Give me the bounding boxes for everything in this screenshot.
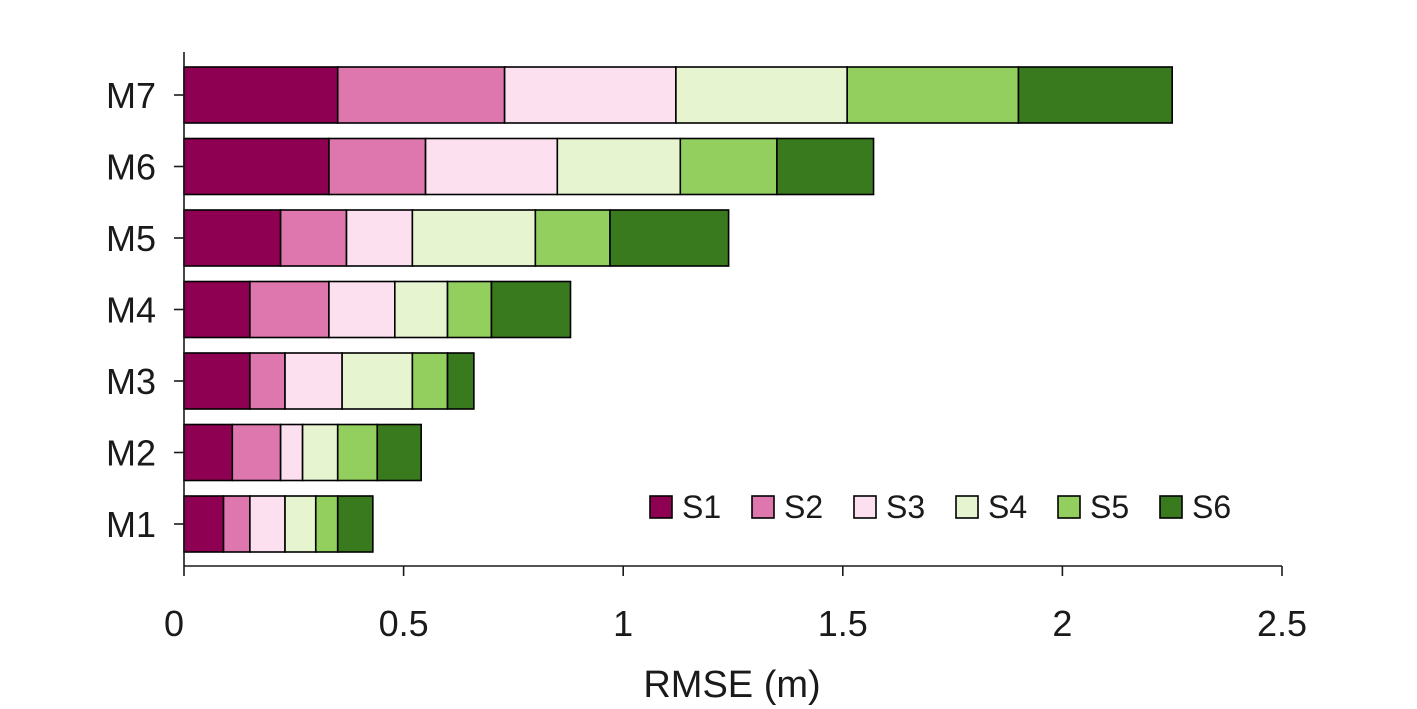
bar-m2-s2 — [231, 423, 282, 482]
bar-m5-s3 — [345, 209, 414, 267]
bar-m2-s6 — [376, 423, 422, 482]
bar-m1-s2 — [222, 495, 251, 553]
legend-label-s4: S4 — [988, 489, 1027, 525]
bar-m5-s6 — [609, 209, 730, 267]
x-axis-title: RMSE (m) — [643, 664, 820, 706]
bar-m2-s1 — [183, 423, 234, 482]
x-tick-label: 1 — [613, 603, 633, 644]
bar-m6-s4 — [556, 137, 682, 196]
bar-m6-s3 — [424, 137, 559, 196]
legend-label-s1: S1 — [682, 489, 721, 525]
bar-m7-s1 — [183, 66, 339, 124]
bar-m7-s3 — [503, 66, 677, 124]
bar-m2-s5 — [336, 423, 379, 482]
x-tick-label: 2.5 — [1257, 603, 1307, 644]
bar-m4-s6 — [490, 280, 572, 339]
bar-m7-s6 — [1017, 66, 1173, 124]
y-tick-label-m7: M7 — [106, 75, 156, 116]
x-tick-label: 0 — [164, 603, 184, 644]
bar-m1-s1 — [183, 495, 225, 553]
bar-m4-s2 — [249, 280, 330, 339]
legend-label-s2: S2 — [784, 489, 823, 525]
bar-m3-s5 — [411, 352, 449, 410]
bar-m5-s2 — [279, 209, 348, 267]
bars-group — [183, 66, 1173, 553]
y-tick-label-m3: M3 — [106, 361, 156, 402]
legend-swatch-s3 — [853, 495, 877, 519]
y-tick-label-m6: M6 — [106, 147, 156, 188]
bar-m4-s5 — [446, 280, 493, 339]
bar-m1-s4 — [284, 495, 317, 553]
bar-m4-s3 — [328, 280, 396, 339]
bar-m6-s2 — [328, 137, 427, 196]
bar-m1-s5 — [314, 495, 339, 553]
bar-m5-s4 — [411, 209, 537, 267]
bar-m3-s6 — [446, 352, 475, 410]
bar-m7-s4 — [675, 66, 848, 124]
y-tick-label-m1: M1 — [106, 504, 156, 545]
bar-m2-s3 — [279, 423, 304, 482]
legend-swatch-s4 — [955, 495, 979, 519]
legend-label-s3: S3 — [886, 489, 925, 525]
y-tick-label-m4: M4 — [106, 290, 156, 331]
legend-swatch-s5 — [1057, 495, 1081, 519]
bar-m1-s3 — [249, 495, 286, 553]
bar-m5-s1 — [183, 209, 282, 267]
x-tick-label: 0.5 — [379, 603, 429, 644]
bar-m3-s2 — [249, 352, 286, 410]
bar-m7-s2 — [336, 66, 506, 124]
bar-m7-s5 — [846, 66, 1020, 124]
y-tick-label-m5: M5 — [106, 218, 156, 259]
bar-m6-s1 — [183, 137, 330, 196]
y-tick-label-m2: M2 — [106, 433, 156, 474]
legend: S1 S2 S3 S4 S5 S6 — [649, 489, 1231, 525]
bar-m3-s3 — [284, 352, 343, 410]
x-tick-label: 2 — [1052, 603, 1072, 644]
bar-m6-s6 — [776, 137, 875, 196]
legend-label-s5: S5 — [1090, 489, 1129, 525]
bar-m1-s6 — [336, 495, 374, 553]
legend-swatch-s6 — [1159, 495, 1183, 519]
x-tick-label: 1.5 — [818, 603, 868, 644]
bar-m3-s4 — [341, 352, 414, 410]
axes-group: M1 M2 M3 M4 M5 M6 M7 0 0.5 1 1.5 2 2.5 — [106, 52, 1307, 644]
bar-m4-s4 — [394, 280, 449, 339]
bar-m2-s4 — [301, 423, 339, 482]
legend-swatch-s1 — [649, 495, 673, 519]
bar-m4-s1 — [183, 280, 251, 339]
legend-label-s6: S6 — [1192, 489, 1231, 525]
bar-m5-s5 — [534, 209, 611, 267]
bar-m3-s1 — [183, 352, 251, 410]
bar-m6-s5 — [679, 137, 778, 196]
legend-swatch-s2 — [751, 495, 775, 519]
